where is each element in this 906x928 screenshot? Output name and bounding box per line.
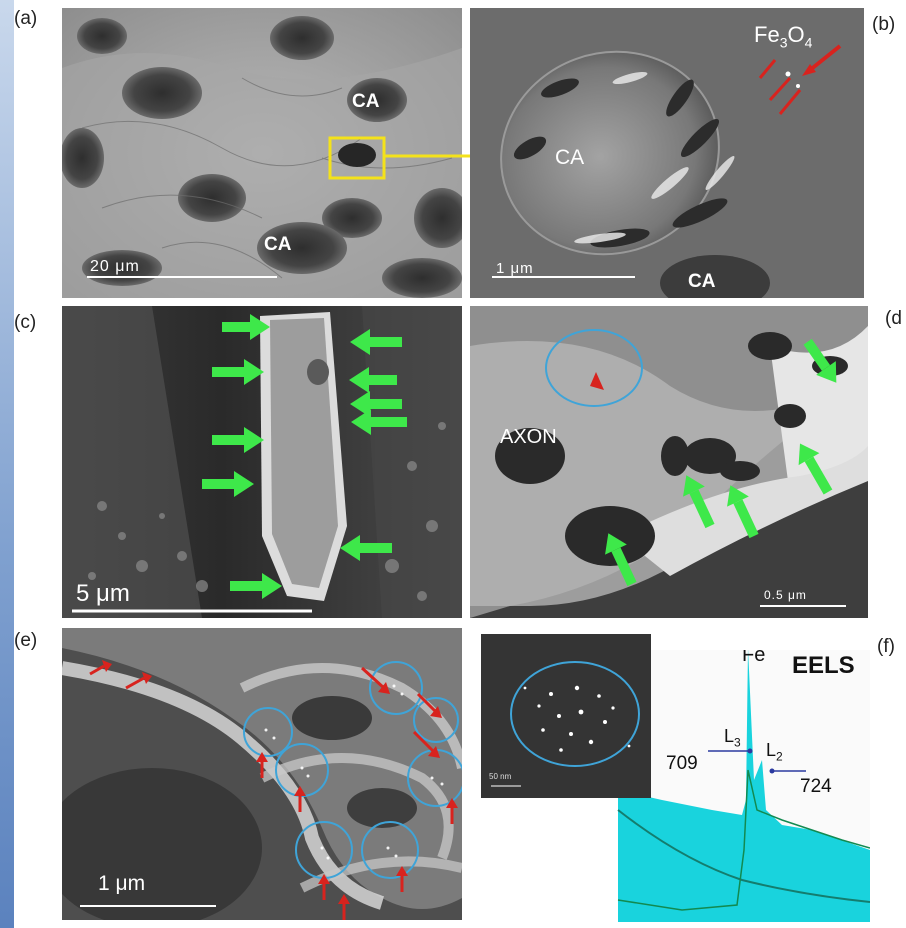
eels-title: EELS <box>792 652 855 679</box>
scale-bar-label: 0.5 μm <box>764 588 807 602</box>
l2-edge-label: L2 <box>766 740 783 764</box>
l3-energy-value: 709 <box>666 753 698 774</box>
micrograph-panel-c: 5 μm <box>62 306 462 618</box>
micrograph-panel-a: CA CA 20 μm <box>62 8 462 298</box>
micrograph-panel-b: Fe3O4 CA CA 1 μm <box>470 8 864 298</box>
panel-label-e: (e) <box>14 630 38 651</box>
scale-bar-label: 20 μm <box>90 258 140 275</box>
element-label: Fe <box>742 650 766 666</box>
scale-bar-label: 1 μm <box>98 872 146 895</box>
micrograph-panel-d: AXON 0.5 μm <box>470 306 868 618</box>
highlight-box <box>328 136 386 180</box>
panel-label-b: (b) <box>872 14 896 35</box>
ca-label: CA <box>264 234 292 255</box>
side-decoration-bar <box>0 0 14 928</box>
axon-label: AXON <box>500 426 557 448</box>
inset-scale-label: 50 nm <box>489 772 512 781</box>
inset-micrograph: 50 nm <box>481 634 651 798</box>
micrograph-panel-e: 1 μm <box>62 628 462 920</box>
scale-bar-label: 5 μm <box>76 580 130 607</box>
scale-bar-label: 1 μm <box>496 260 534 277</box>
particle-circle <box>545 329 643 407</box>
panel-label-f: (f) <box>877 636 895 657</box>
panel-label-c: (c) <box>14 312 37 333</box>
l3-edge-label: L3 <box>724 726 741 750</box>
panel-label-d: (d <box>885 308 902 329</box>
l2-energy-value: 724 <box>800 776 832 797</box>
ca-label: CA <box>352 91 380 112</box>
ca-label: CA <box>555 146 585 169</box>
panel-label-a: (a) <box>14 8 38 29</box>
particle-label: Fe3O4 <box>754 22 813 51</box>
ca-label: CA <box>688 271 716 292</box>
